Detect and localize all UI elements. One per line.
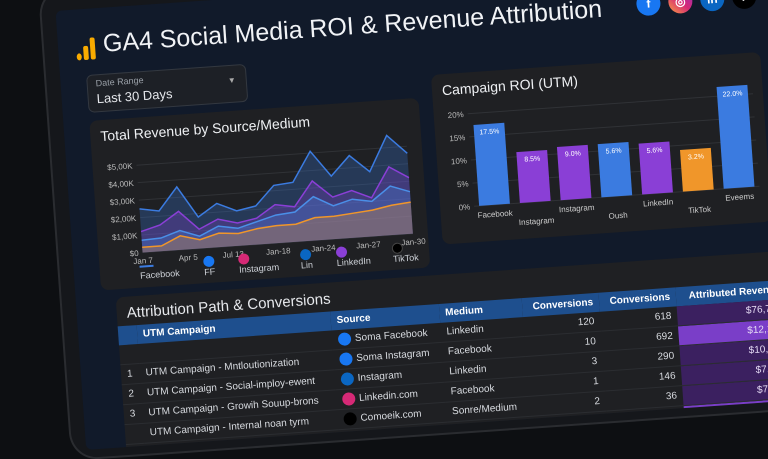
x-tick-label: Jan-24 bbox=[311, 243, 337, 254]
bar-data-label: 9.0% bbox=[565, 150, 581, 158]
revenue-area-chart: $0 $1,00K $2,00K $3,00K $4,00K $5,00K Jan 7 Apr… bbox=[107, 134, 427, 266]
y-tick-label: $0 bbox=[129, 249, 139, 259]
gridline bbox=[467, 93, 754, 115]
bar-category-label: Facebook bbox=[477, 209, 514, 220]
roi-bar bbox=[597, 142, 633, 198]
dashboard-screen: GA4 Social Media ROI & Revenue Attributi… bbox=[55, 0, 768, 450]
line-series-2 bbox=[141, 185, 411, 242]
bar-data-label: 8.5% bbox=[524, 156, 540, 164]
bar-category-label: Eveems bbox=[725, 192, 754, 203]
line-series-0 bbox=[139, 134, 408, 219]
x-tick-label: Apr 5 bbox=[178, 253, 198, 263]
cell-n: 1 bbox=[120, 363, 141, 385]
bar-data-label: 17.5% bbox=[479, 128, 499, 136]
line-series-3 bbox=[142, 201, 411, 248]
y-tick-label: 10% bbox=[451, 156, 468, 166]
x-tick-label: Jan-18 bbox=[266, 246, 292, 257]
legend-tiktok[interactable]: TikTok bbox=[391, 240, 430, 264]
area-series-0 bbox=[139, 135, 413, 253]
x-tick-label: Jan 7 bbox=[133, 256, 154, 266]
laptop-frame: GA4 Social Media ROI & Revenue Attributi… bbox=[40, 0, 768, 459]
roi-bar bbox=[680, 147, 714, 192]
gridline bbox=[469, 116, 755, 138]
y-tick-label: 20% bbox=[447, 110, 464, 120]
gridline bbox=[136, 145, 407, 166]
dropdown-caret-icon: ▼ bbox=[227, 75, 237, 86]
cell-source bbox=[339, 440, 450, 450]
roi-bar bbox=[716, 84, 755, 189]
x-tick-label: Jan-27 bbox=[356, 240, 382, 251]
social-icons: f ◎ in ♪ bbox=[635, 0, 758, 17]
page-title: GA4 Social Media ROI & Revenue Attributi… bbox=[101, 0, 603, 58]
cell-n bbox=[125, 443, 146, 450]
y-tick-label: $3,00K bbox=[109, 196, 136, 207]
linkedin-icon[interactable]: in bbox=[699, 0, 726, 12]
cell-n bbox=[124, 423, 145, 445]
tiktok-icon[interactable]: ♪ bbox=[731, 0, 758, 10]
y-tick-label: 15% bbox=[449, 133, 466, 143]
gridline bbox=[142, 233, 413, 253]
legend-instagram[interactable]: Instagram bbox=[238, 250, 289, 275]
bar-data-label: 22.0% bbox=[722, 90, 742, 98]
cell-n: 3 bbox=[123, 403, 144, 425]
y-tick-label: 5% bbox=[457, 179, 469, 189]
roi-bar bbox=[556, 144, 592, 201]
cell-n bbox=[118, 344, 139, 365]
ga4-logo-icon bbox=[75, 37, 96, 61]
roi-bar bbox=[473, 122, 510, 206]
y-tick-label: $2,00K bbox=[111, 214, 138, 225]
gridline bbox=[140, 198, 411, 219]
instagram-icon bbox=[341, 392, 356, 406]
line-series-1 bbox=[140, 165, 410, 233]
y-tick-label: $1,00K bbox=[112, 231, 139, 242]
legend-lin[interactable]: Lin bbox=[299, 248, 325, 270]
cell-c2: 96 bbox=[606, 405, 685, 429]
roi-bar bbox=[638, 141, 673, 195]
column-header[interactable] bbox=[117, 325, 138, 346]
y-tick-label: $5,00K bbox=[107, 161, 134, 172]
legend-facebook[interactable]: Facebook bbox=[139, 258, 192, 281]
bar-category-label: LinkedIn bbox=[643, 197, 674, 208]
bar-category-label: Oush bbox=[608, 211, 628, 221]
instagram-icon[interactable]: ◎ bbox=[667, 0, 694, 15]
cell-rev: $4,898 bbox=[684, 415, 768, 442]
bar-category-label: Instagram bbox=[519, 216, 555, 227]
cell-campaign bbox=[145, 447, 341, 450]
cell-medium bbox=[448, 434, 533, 450]
cell-c2: 159 bbox=[607, 423, 687, 447]
facebook-icon[interactable]: f bbox=[635, 0, 662, 17]
bar-data-label: 5.6% bbox=[646, 147, 662, 155]
date-range-select[interactable]: Date Range Last 30 Days ▼ bbox=[86, 63, 249, 113]
roi-chart-card: Campaign ROI (UTM) 0% 5% 10% 15% 20% 17.5% Fac… bbox=[430, 51, 768, 245]
x-tick-label: Jul 13 bbox=[222, 249, 244, 260]
bar-data-label: 5.6% bbox=[605, 148, 621, 156]
legend-ff[interactable]: FF bbox=[203, 255, 227, 277]
facebook-icon bbox=[338, 352, 353, 367]
y-tick-label: $4,00K bbox=[108, 179, 135, 190]
linkedin-icon bbox=[340, 372, 355, 386]
cell-c1: 1 bbox=[530, 428, 610, 450]
bar-category-label: TikTok bbox=[688, 205, 712, 216]
x-tick-label: Jan-30 bbox=[401, 237, 427, 248]
roi-bar-chart: 0% 5% 10% 15% 20% 17.5% Facebook 8.5% Instagram 9… bbox=[447, 84, 760, 227]
y-tick-label: 0% bbox=[458, 203, 470, 213]
revenue-chart-card: Total Revenue by Source/Medium $0 $1,00K $… bbox=[89, 97, 431, 291]
roi-bar bbox=[516, 150, 551, 204]
bar-data-label: 3.2% bbox=[688, 153, 704, 161]
facebook-icon bbox=[337, 332, 352, 347]
cell-n: 2 bbox=[121, 383, 142, 405]
bar-category-label: Instagram bbox=[559, 203, 595, 214]
page-header: GA4 Social Media ROI & Revenue Attributi… bbox=[75, 0, 603, 61]
legend-linkedin[interactable]: LinkedIn bbox=[335, 244, 382, 268]
